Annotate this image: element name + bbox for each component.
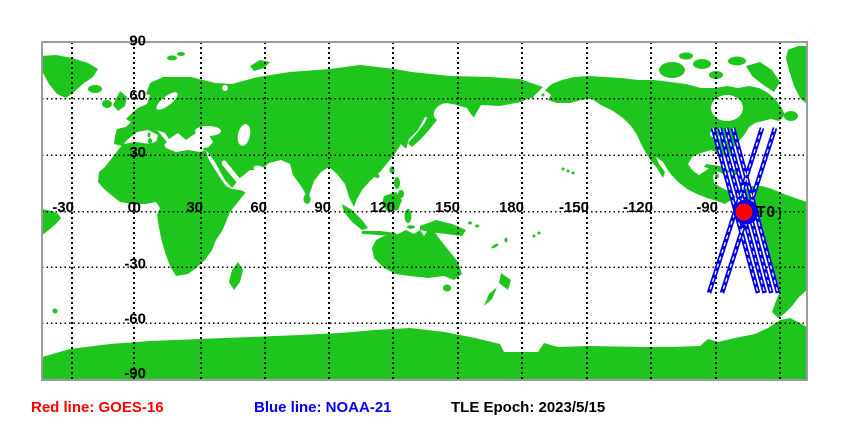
island-south-georgia [52,308,58,314]
legend-noaa21: Blue line: NOAA-21 [254,399,392,416]
baltic-sea [156,92,178,110]
island-fiji-2 [537,231,541,235]
lon-label-30: 30 [186,199,203,216]
island-newfoundland [784,111,798,121]
map-border [41,41,808,381]
black-sea [195,126,221,136]
baffin-island [746,62,780,92]
continent-australia [372,226,462,280]
island-hawaii-3 [571,171,575,175]
lon-label-90: 90 [314,199,331,216]
island-sicily [160,145,166,149]
island-crete [203,147,211,151]
lon-label-m90: -90 [696,199,718,216]
island-ireland [102,100,112,108]
satellite-markers [733,199,759,225]
continent-antarctica [43,318,806,379]
continent-south-america-wrap [43,209,61,235]
hudson-bay [711,95,743,121]
island-cyprus [212,146,218,150]
lon-label-m120: -120 [623,199,653,216]
greenland-west [786,46,806,104]
epoch-marker-label: T0) [756,204,782,221]
arctic-island [693,59,711,69]
island-vanuatu [504,237,508,243]
island-sulawesi [404,209,412,223]
islands-japan [408,105,441,147]
aleutian-island-3 [530,95,534,99]
continent-africa [98,141,246,276]
aleutian-island-4 [541,93,545,97]
continents-group [43,46,806,379]
continent-south-america [735,186,806,318]
grid-parallels [43,97,806,325]
island-sri-lanka [303,194,311,204]
lon-label-0: 0 [128,199,136,216]
aleutian-island-2 [518,95,522,99]
lon-label-m30: -30 [52,199,74,216]
island-solomon-2 [475,224,479,228]
lat-label-60: 60 [129,87,146,104]
island-new-caledonia [491,243,499,249]
new-zealand-north [499,273,511,290]
islands-philippines [394,177,400,189]
caspian-sea [237,124,251,146]
red-sea [221,160,249,193]
island-java [362,231,396,236]
island-fiji [532,234,536,238]
islands-philippines-2 [398,190,404,198]
new-zealand-south [484,287,497,306]
island-svalbard-2 [177,52,185,56]
lat-label-0: 0 [133,200,141,217]
legend-tle-epoch: TLE Epoch: 2023/5/15 [451,399,606,416]
epoch-marker-paren: ) [777,204,782,220]
sea-of-okhotsk [433,103,455,121]
lon-label-m150: -150 [559,199,589,216]
island-madagascar [229,262,243,290]
arctic-island-3 [679,52,693,60]
map-labels: 90 60 30 0 -30 -60 -90 -30 0 30 60 90 12… [52,33,781,383]
lat-label-90: 90 [129,33,146,50]
island-sardinia [148,138,152,144]
lon-label-150: 150 [435,199,460,216]
island-corsica [147,132,151,138]
islands-group [52,52,798,329]
island-great-britain [113,91,127,111]
island-svalbard [167,55,177,61]
lon-label-180: 180 [499,199,524,216]
graticule-grid [43,43,806,379]
arctic-island-4 [728,56,746,66]
epoch-marker-main: T0 [756,204,776,221]
island-timor [407,225,415,229]
island-hawaii [561,167,565,171]
island-hainan [374,174,380,178]
island-tasmania [443,284,451,292]
goes16-position-dot [735,203,753,221]
legend-goes16: Red line: GOES-16 [31,399,164,416]
arctic-island-2 [709,71,723,79]
white-sea [222,85,228,91]
island-iceland [88,85,102,93]
lat-label-m90: -90 [124,365,146,382]
lat-label-m30: -30 [124,255,146,272]
island-hawaii-2 [566,169,570,173]
island-new-guinea [420,220,466,236]
greenland-east [43,55,98,98]
aleutian-island [506,94,510,98]
lat-label-30: 30 [129,144,146,161]
kamchatka [466,100,476,118]
denmark [149,96,155,104]
island-solomon [468,221,472,225]
arctic-island-victoria [659,62,685,78]
lon-label-60: 60 [250,199,267,216]
island-sumatra [342,204,368,230]
island-falkland-2 [772,325,776,329]
lat-label-m60: -60 [124,310,146,327]
continent-eurasia [114,65,543,207]
lon-label-120: 120 [370,199,395,216]
